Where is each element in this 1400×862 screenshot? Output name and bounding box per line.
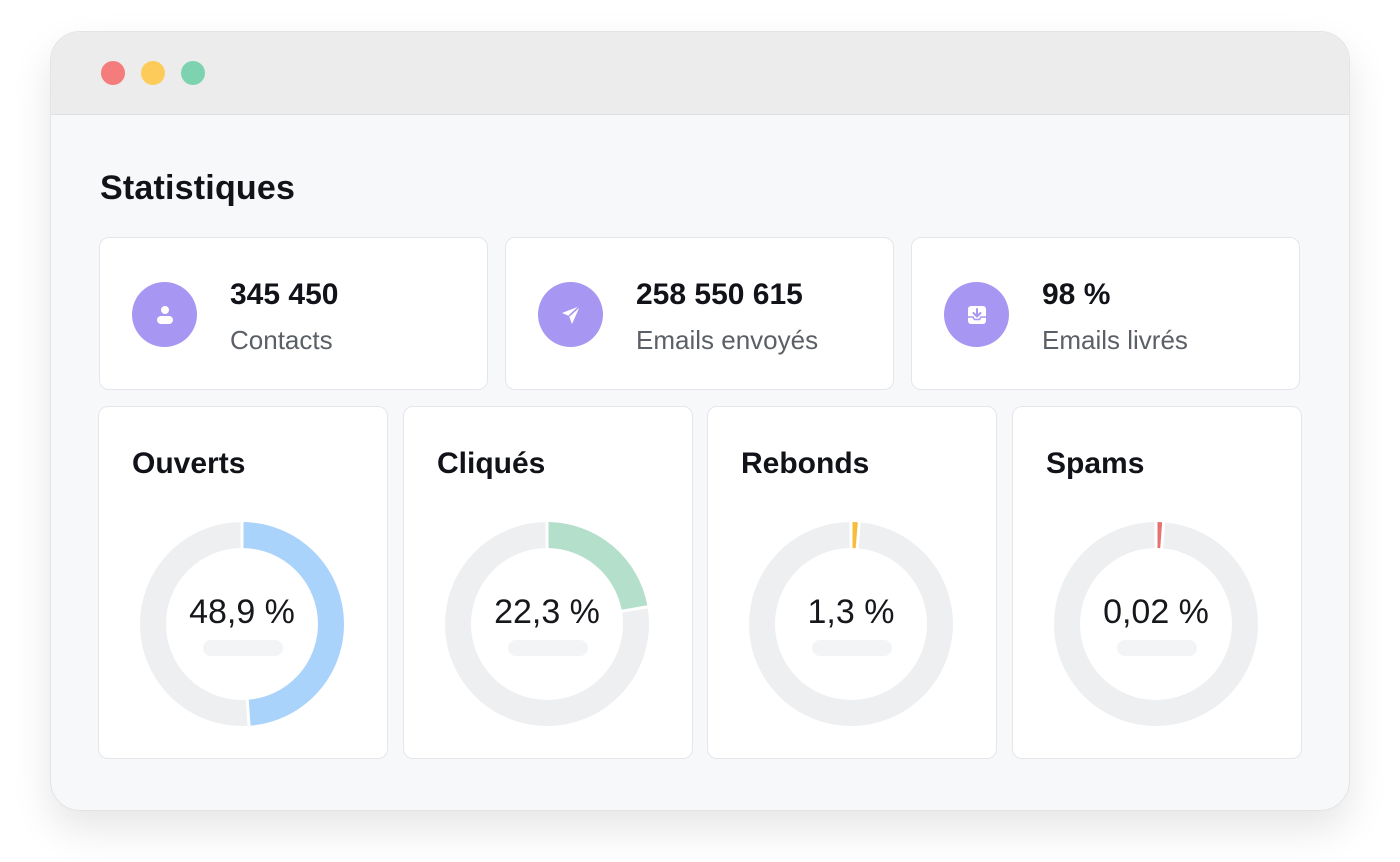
close-window-button[interactable] xyxy=(101,61,125,85)
rate-title: Cliqués xyxy=(437,447,546,480)
rate-title: Ouverts xyxy=(132,447,246,480)
rate-title: Rebonds xyxy=(741,447,870,480)
rate-card-cliques: Cliqués 22,3 % xyxy=(403,406,693,759)
stat-value: 258 550 615 xyxy=(636,278,803,311)
rate-card-rebonds: Rebonds 1,3 % xyxy=(707,406,997,759)
donut-separator-end xyxy=(1160,521,1166,550)
stat-label: Contacts xyxy=(230,325,333,355)
stat-label: Emails envoyés xyxy=(636,325,819,355)
rate-value: 22,3 % xyxy=(494,593,600,631)
rate-pill xyxy=(203,640,283,656)
rate-pill xyxy=(508,640,588,656)
user-icon xyxy=(132,282,197,347)
donut-chart-spams xyxy=(1054,521,1258,726)
page-title: Statistiques xyxy=(100,169,296,207)
title-bar xyxy=(51,32,1349,115)
stat-value: 345 450 xyxy=(230,278,339,311)
donut-chart-ouverts xyxy=(140,521,344,727)
paper-plane-icon xyxy=(538,282,603,347)
donut-chart-cliques xyxy=(445,521,649,726)
donut-separator-end xyxy=(620,605,649,613)
donut-chart-rebonds xyxy=(749,521,953,726)
maximize-window-button[interactable] xyxy=(181,61,205,85)
stat-card-emails-sent: 258 550 615 Emails envoyés xyxy=(505,237,894,390)
minimize-window-button[interactable] xyxy=(141,61,165,85)
inbox-download-icon xyxy=(944,282,1009,347)
rate-value: 0,02 % xyxy=(1103,593,1209,631)
stat-card-emails-delivered: 98 % Emails livrés xyxy=(911,237,1300,390)
donut-separator-end xyxy=(855,521,861,550)
rate-pill xyxy=(1117,640,1197,656)
rate-value: 48,9 % xyxy=(189,593,295,631)
rate-value: 1,3 % xyxy=(807,593,895,631)
stat-label: Emails livrés xyxy=(1042,325,1188,355)
stat-card-contacts: 345 450 Contacts xyxy=(99,237,488,390)
donut-separator-end xyxy=(245,698,251,727)
rate-pill xyxy=(812,640,892,656)
rate-card-spams: Spams 0,02 % xyxy=(1012,406,1302,759)
donut-value-arc xyxy=(140,522,344,726)
rate-title: Spams xyxy=(1046,447,1145,480)
stat-value: 98 % xyxy=(1042,278,1111,311)
app-window: Statistiques 345 450 Contacts 258 550 61… xyxy=(50,31,1350,811)
rate-card-ouverts: Ouverts 48,9 % xyxy=(98,406,388,759)
